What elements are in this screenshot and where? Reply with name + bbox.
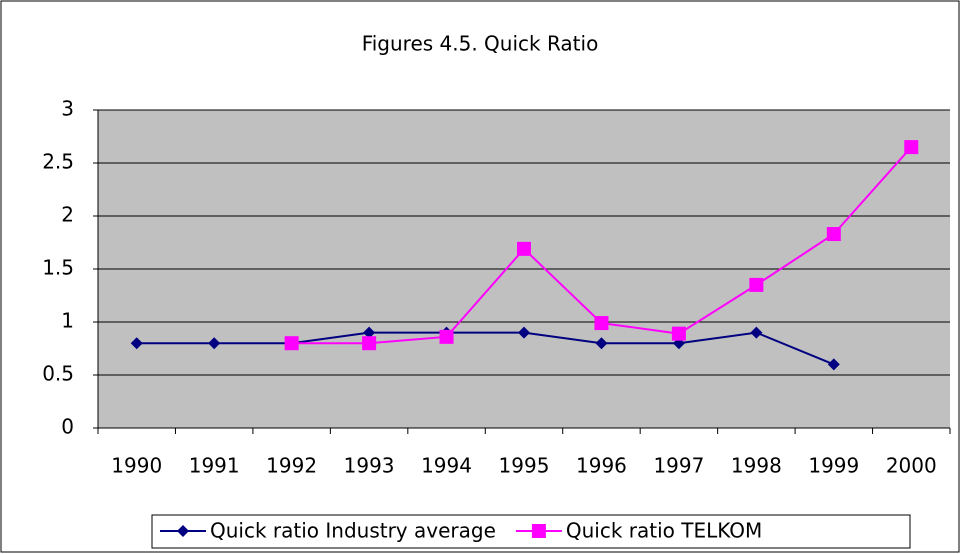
data-point xyxy=(595,337,608,350)
data-point xyxy=(208,337,221,350)
data-point xyxy=(904,140,919,155)
x-tick-label: 1991 xyxy=(189,454,240,478)
data-point xyxy=(284,336,299,351)
x-tick-label: 1993 xyxy=(344,454,395,478)
x-tick-label: 1997 xyxy=(653,454,704,478)
y-tick-label: 0.5 xyxy=(42,362,74,386)
y-tick-label: 2.5 xyxy=(42,150,74,174)
y-tick-label: 1.5 xyxy=(42,256,74,280)
legend-label: Quick ratio TELKOM xyxy=(566,519,762,543)
x-tick-label: 1999 xyxy=(808,454,859,478)
series-line xyxy=(136,331,835,366)
x-tick-label: 1994 xyxy=(421,454,472,478)
legend-marker xyxy=(531,524,546,538)
data-point xyxy=(827,358,840,371)
data-point xyxy=(362,336,377,351)
x-tick-label: 1998 xyxy=(731,454,782,478)
y-tick-label: 2 xyxy=(61,203,74,227)
x-tick-label: 1996 xyxy=(576,454,627,478)
legend-marker xyxy=(177,525,189,537)
data-point xyxy=(363,326,376,339)
x-tick-label: 1992 xyxy=(266,454,317,478)
data-point xyxy=(439,329,454,344)
legend-label: Quick ratio Industry average xyxy=(210,519,496,543)
y-tick-label: 0 xyxy=(61,415,74,439)
data-point xyxy=(518,326,530,339)
y-tick-label: 3 xyxy=(61,97,74,121)
data-point xyxy=(517,241,531,256)
data-point xyxy=(750,326,763,339)
data-point xyxy=(826,227,841,242)
x-tick-label: 2000 xyxy=(886,454,937,478)
x-tick-label: 1995 xyxy=(499,454,550,478)
chart-title: Figures 4.5. Quick Ratio xyxy=(362,32,599,56)
data-point xyxy=(671,326,686,341)
data-point xyxy=(130,337,143,350)
data-point xyxy=(594,316,609,331)
y-tick-label: 1 xyxy=(61,309,74,333)
data-point xyxy=(749,277,764,292)
x-tick-label: 1990 xyxy=(111,454,162,478)
